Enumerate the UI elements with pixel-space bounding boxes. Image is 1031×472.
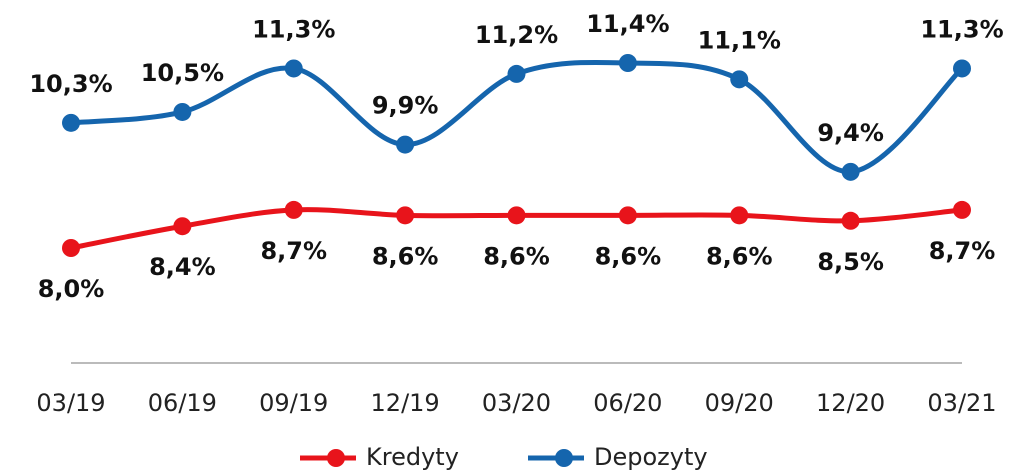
data-label: 9,9% (372, 92, 439, 120)
point (841, 162, 860, 181)
data-label: 8,6% (483, 242, 550, 270)
legend-marker (555, 449, 573, 467)
x-tick-label: 06/20 (593, 389, 662, 417)
legend-marker (327, 449, 345, 467)
data-label: 11,1% (698, 26, 781, 54)
x-tick-label: 03/21 (927, 389, 996, 417)
data-label: 8,7% (260, 237, 327, 265)
data-label: 11,3% (920, 15, 1003, 43)
x-tick-label: 03/20 (482, 389, 551, 417)
x-tick-label: 06/19 (148, 389, 217, 417)
point (953, 200, 971, 219)
point (62, 113, 80, 132)
x-tick-label: 09/19 (259, 389, 328, 417)
legend-label: Depozyty (594, 443, 708, 471)
x-tick-label: 03/19 (36, 389, 105, 417)
point (618, 54, 637, 72)
data-label: 8,6% (706, 242, 773, 270)
data-label: 11,2% (475, 21, 558, 49)
data-label: 10,5% (141, 59, 224, 87)
data-label: 8,7% (929, 237, 996, 265)
point (173, 217, 192, 236)
legend-label: Kredyty (366, 443, 459, 471)
data-label: 8,0% (38, 275, 105, 303)
data-label: 8,6% (595, 242, 662, 270)
point (730, 206, 749, 225)
point (284, 200, 303, 219)
point (953, 59, 971, 78)
data-label: 8,5% (817, 248, 884, 276)
point (841, 211, 860, 230)
point (507, 206, 526, 225)
point (730, 70, 749, 89)
point (618, 206, 637, 225)
data-label: 9,4% (817, 119, 884, 147)
data-label: 8,4% (149, 253, 216, 281)
data-label: 8,6% (372, 242, 439, 270)
point (396, 135, 415, 154)
x-tick-label: 09/20 (705, 389, 774, 417)
data-label: 10,3% (29, 70, 112, 98)
point (507, 64, 526, 83)
data-label: 11,3% (252, 15, 335, 43)
point (396, 206, 415, 225)
x-tick-label: 12/20 (816, 389, 885, 417)
x-tick-label: 12/19 (371, 389, 440, 417)
data-label: 11,4% (586, 10, 669, 38)
point (284, 59, 303, 78)
point (173, 102, 192, 121)
point (62, 239, 80, 257)
